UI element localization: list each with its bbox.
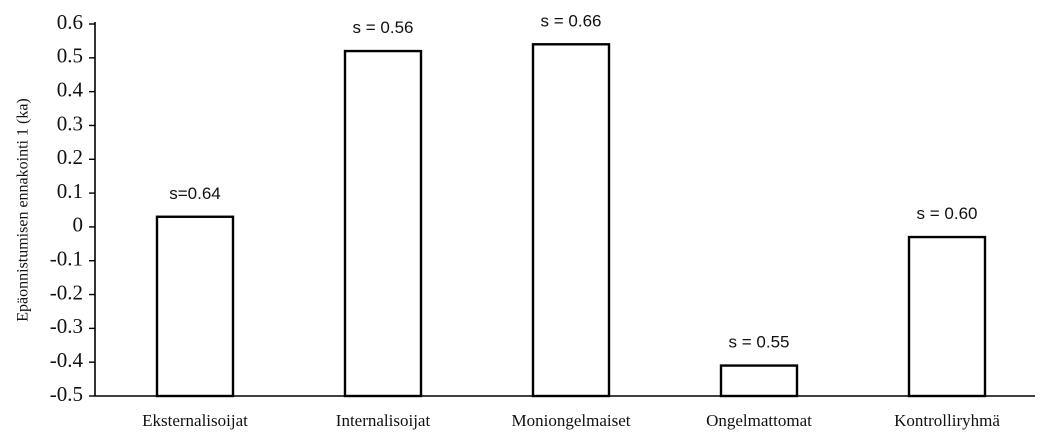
bars: [155, 43, 987, 398]
bar-annotation: s = 0.60: [917, 204, 978, 223]
x-category-label: Kontrolliryhmä: [894, 411, 1000, 430]
labels: Eksternalisoijat s=0.64 Internalisoijat s =…: [142, 11, 1000, 430]
axes: 0.6 0.5 0.4 0.3 0.2 0.1 0 -0.1 -0.2 -0.3 -0.4 -0.5: [50, 10, 1035, 406]
y-tick-label: -0.2: [50, 280, 83, 304]
bar: [907, 235, 987, 398]
x-category-label: Ongelmattomat: [706, 411, 812, 430]
x-category-label: Moniongelmaiset: [512, 411, 631, 430]
bar: [719, 364, 799, 398]
y-tick-label: 0.2: [57, 145, 83, 169]
bar-annotation: s = 0.66: [541, 11, 602, 30]
y-tick-label: -0.3: [50, 314, 83, 338]
y-tick-label: -0.1: [50, 247, 83, 271]
bar: [155, 215, 235, 398]
y-tick-label: 0.3: [57, 111, 83, 135]
y-tick-label: 0.5: [57, 44, 83, 68]
y-axis-title: Epäonnistumisen ennakointi 1 (ka): [15, 98, 32, 322]
bar-annotation: s=0.64: [169, 184, 221, 203]
y-tick-label: 0.6: [57, 10, 83, 34]
x-category-label: Eksternalisoijat: [142, 411, 248, 430]
bar: [531, 43, 611, 398]
x-category-label: Internalisoijat: [336, 411, 431, 430]
bar-annotation: s = 0.56: [353, 18, 414, 37]
y-tick-label: 0.4: [57, 77, 84, 101]
y-tick-label: 0.1: [57, 179, 83, 203]
bar: [343, 49, 423, 398]
y-axis-title-group: Epäonnistumisen ennakointi 1 (ka): [15, 98, 32, 322]
y-tick-label: -0.5: [50, 382, 83, 406]
bar-annotation: s = 0.55: [729, 333, 790, 352]
y-tick-label: -0.4: [50, 348, 84, 372]
y-tick-label: 0: [73, 213, 84, 237]
